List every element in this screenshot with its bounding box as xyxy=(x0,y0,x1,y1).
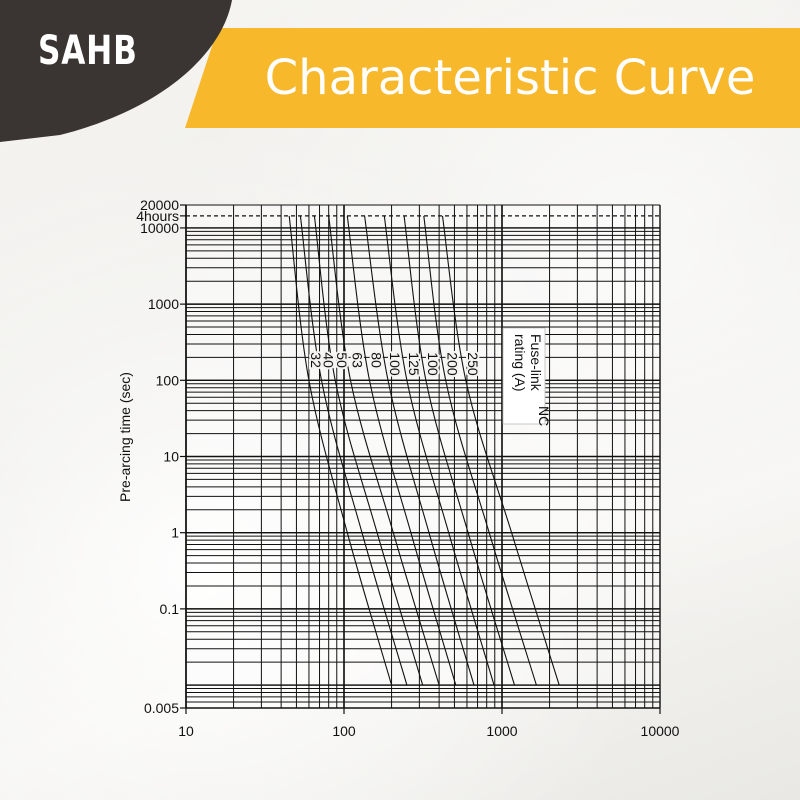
brand-logo: SAHB xyxy=(38,28,138,74)
chart-axes xyxy=(180,204,661,714)
legend-box xyxy=(502,327,546,425)
y-tick-label: 0.005 xyxy=(144,700,179,716)
y-tick-label: 1 xyxy=(171,525,179,541)
series-label-40: 40 xyxy=(321,352,337,368)
y-tick-label: 1000 xyxy=(148,296,179,312)
banner-dark-corner xyxy=(0,0,232,142)
header-banner: SAHB Characteristic Curve xyxy=(0,0,800,150)
series-label-63: 63 xyxy=(350,352,366,368)
y-tick-label: 20000 xyxy=(140,197,179,213)
series-label-100: 100 xyxy=(425,352,441,376)
chart-grid xyxy=(185,204,661,709)
x-tick-label: 10000 xyxy=(641,723,680,739)
series-label-50: 50 xyxy=(334,352,350,368)
curve-80A xyxy=(346,215,457,686)
series-label-32: 32 xyxy=(308,352,324,368)
curve-50A xyxy=(313,215,424,686)
y-tick-label: 100 xyxy=(156,372,180,388)
series-label-250: 250 xyxy=(465,352,481,376)
banner-accent-band xyxy=(185,28,800,128)
page-title: Characteristic Curve xyxy=(264,50,756,106)
y-tick-label: 10000 xyxy=(140,220,179,236)
series-label-125: 125 xyxy=(406,352,422,376)
legend-title-line1: Fuse-link xyxy=(528,334,544,392)
legend-tag: NC xyxy=(536,406,552,426)
x-tick-label: 100 xyxy=(332,723,356,739)
series-label-80: 80 xyxy=(369,352,385,368)
y-axis-label: Pre-arcing time (sec) xyxy=(117,372,133,502)
curve-32A xyxy=(288,215,393,686)
x-tick-label: 1000 xyxy=(486,723,517,739)
curve-125A xyxy=(383,215,495,686)
curve-100A xyxy=(364,215,475,686)
series-label-100: 100 xyxy=(387,352,403,376)
legend-title-line2: rating (A) xyxy=(512,334,528,392)
x-tick-label: 10 xyxy=(178,723,194,739)
curve-40A xyxy=(299,215,408,686)
curve-63A xyxy=(328,215,440,686)
chart-curves xyxy=(288,215,560,686)
curve-250A xyxy=(441,215,560,686)
banner-shapes xyxy=(0,0,800,142)
series-label-200: 200 xyxy=(445,352,461,376)
y-tick-label: 0.1 xyxy=(160,601,180,617)
y-tick-label: 4hours xyxy=(136,208,179,224)
curve-200A xyxy=(423,215,537,686)
curve-100A xyxy=(403,215,516,686)
y-tick-label: 10 xyxy=(163,449,179,465)
